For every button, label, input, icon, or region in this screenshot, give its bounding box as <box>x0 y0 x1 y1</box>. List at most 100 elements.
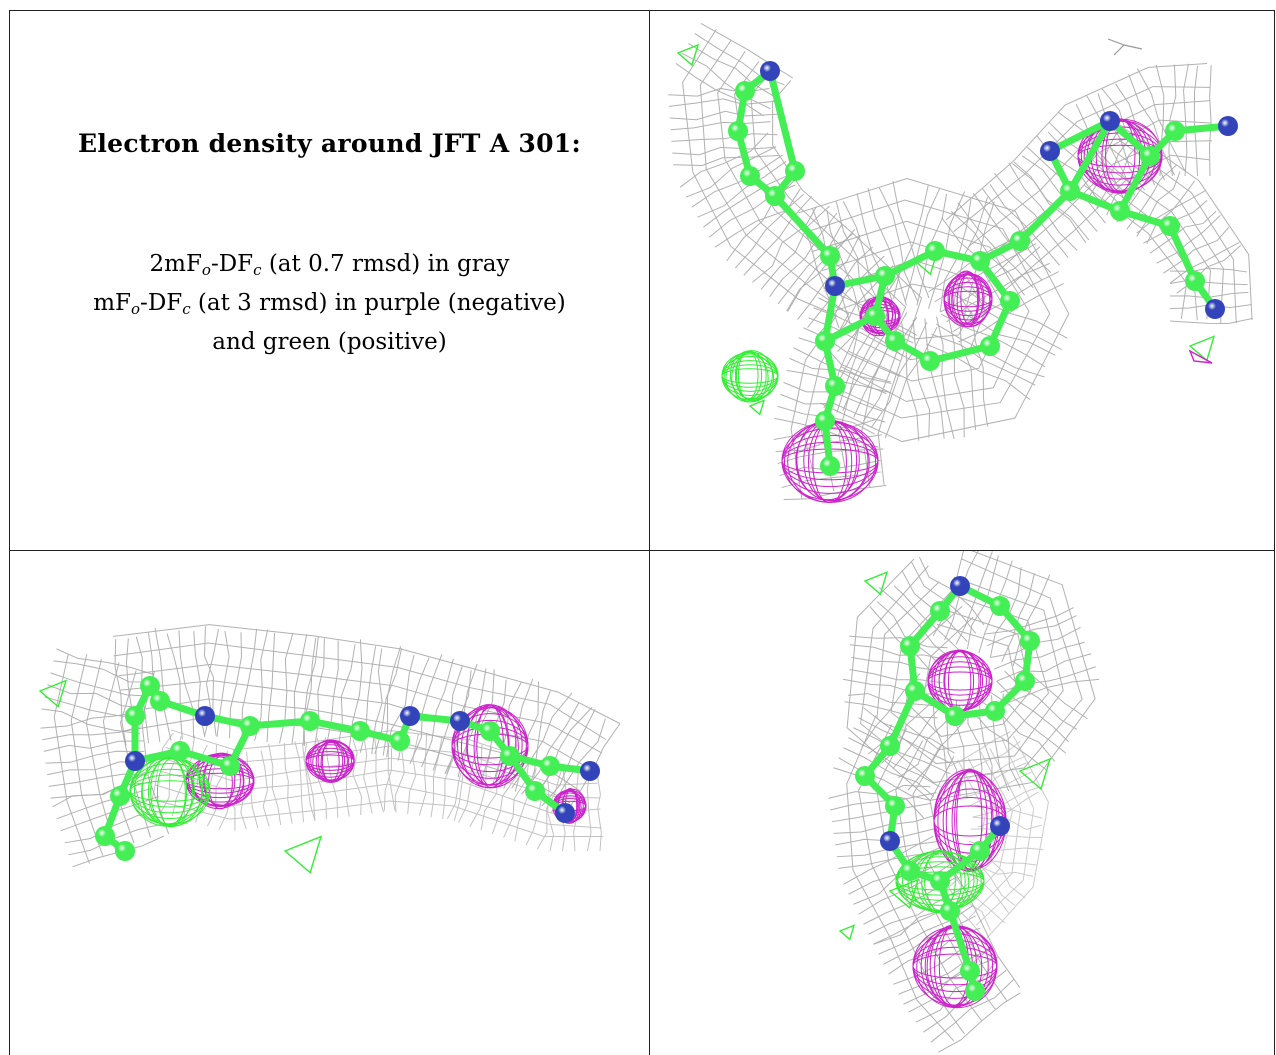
nitrogen-atom <box>195 706 215 726</box>
carbon-atom <box>735 81 755 101</box>
carbon-atom <box>1140 146 1160 166</box>
nitrogen-atom <box>125 751 145 771</box>
carbon-atom <box>1165 121 1185 141</box>
nitrogen-atom <box>950 576 970 596</box>
carbon-atom <box>970 251 990 271</box>
carbon-atom <box>525 781 545 801</box>
carbon-atom <box>820 456 840 476</box>
positive-peak <box>283 835 323 874</box>
caption-cell: Electron density around JFT A 301: 2mFo-… <box>10 11 649 550</box>
table-frame <box>9 10 1275 1055</box>
column-divider <box>649 10 650 1055</box>
nitrogen-atom <box>1100 111 1120 131</box>
nitrogen-atom <box>990 816 1010 836</box>
carbon-atom <box>740 166 760 186</box>
carbon-atom <box>815 331 835 351</box>
carbon-atom <box>960 961 980 981</box>
carbon-atom <box>900 636 920 656</box>
carbon-atom <box>480 721 500 741</box>
density-render-bottom-right <box>828 551 1100 1053</box>
nitrogen-atom <box>450 711 470 731</box>
legend-line-2: mFo-DFc (at 3 rmsd) in purple (negative) <box>93 290 566 318</box>
carbon-atom <box>880 736 900 756</box>
nitrogen-atom <box>580 761 600 781</box>
carbon-atom <box>930 871 950 891</box>
carbon-atom <box>125 706 145 726</box>
row-divider <box>9 550 1275 551</box>
carbon-atom <box>885 796 905 816</box>
legend-text: 2mFo-DFc (at 0.7 rmsd) in gray mFo-DFc (… <box>10 245 649 362</box>
positive-peak <box>838 924 856 941</box>
carbon-atom <box>220 756 240 776</box>
carbon-atom <box>825 376 845 396</box>
nitrogen-atom <box>1218 116 1238 136</box>
nitrogen-atom <box>760 61 780 81</box>
carbon-atom <box>170 741 190 761</box>
carbon-atom <box>985 701 1005 721</box>
density-mesh <box>797 177 1070 443</box>
carbon-atom <box>110 786 130 806</box>
negative-density <box>305 739 355 783</box>
carbon-atom <box>765 186 785 206</box>
carbon-atom <box>300 711 320 731</box>
bond <box>1116 152 1154 215</box>
positive-density <box>721 350 779 403</box>
mesh-fragment <box>1107 38 1143 56</box>
positive-peak <box>748 399 766 416</box>
bond <box>946 907 974 975</box>
nitrogen-atom <box>825 276 845 296</box>
carbon-atom <box>875 266 895 286</box>
nitrogen-atom <box>880 831 900 851</box>
figure-title: Electron density around JFT A 301: <box>77 129 582 158</box>
carbon-atom <box>980 336 1000 356</box>
carbon-atom <box>1010 231 1030 251</box>
carbon-atom <box>820 246 840 266</box>
density-view-top-right <box>650 11 1274 550</box>
nitrogen-atom <box>1040 141 1060 161</box>
density-view-bottom-right <box>650 551 1274 1055</box>
carbon-atom <box>970 841 990 861</box>
bond <box>766 67 799 175</box>
carbon-atom <box>940 901 960 921</box>
carbon-atom <box>1015 671 1035 691</box>
density-view-bottom-left <box>10 551 649 1055</box>
carbon-atom <box>1020 631 1040 651</box>
carbon-atom <box>150 691 170 711</box>
bond <box>926 342 994 365</box>
nitrogen-atom <box>555 803 575 823</box>
carbon-atom <box>95 826 115 846</box>
bond <box>1016 187 1074 245</box>
carbon-atom <box>990 596 1010 616</box>
carbon-atom <box>1060 181 1080 201</box>
carbon-atom <box>500 746 520 766</box>
carbon-atom <box>728 121 748 141</box>
carbon-atom <box>865 306 885 326</box>
positive-peak <box>888 878 920 910</box>
bond <box>886 687 919 750</box>
bond <box>1066 117 1114 195</box>
carbon-atom <box>925 241 945 261</box>
carbon-atom <box>1160 216 1180 236</box>
carbon-atom <box>945 706 965 726</box>
positive-peak <box>1018 757 1052 791</box>
positive-peak <box>676 43 700 67</box>
bond <box>1166 222 1199 285</box>
nitrogen-atom <box>1205 299 1225 319</box>
carbon-atom <box>540 756 560 776</box>
carbon-atom <box>905 681 925 701</box>
carbon-atom <box>815 411 835 431</box>
positive-peak <box>38 679 68 708</box>
carbon-atom <box>855 766 875 786</box>
positive-peak <box>863 571 889 596</box>
carbon-atom <box>885 331 905 351</box>
bond <box>246 717 314 730</box>
carbon-atom <box>900 861 920 881</box>
carbon-atom <box>140 676 160 696</box>
nitrogen-atom <box>400 706 420 726</box>
carbon-atom <box>1185 271 1205 291</box>
density-render-bottom-left <box>38 624 621 874</box>
negative-density <box>943 270 993 328</box>
density-render-top-right <box>668 23 1253 504</box>
carbon-atom <box>965 981 985 1001</box>
legend-line-1: 2mFo-DFc (at 0.7 rmsd) in gray <box>149 251 510 279</box>
